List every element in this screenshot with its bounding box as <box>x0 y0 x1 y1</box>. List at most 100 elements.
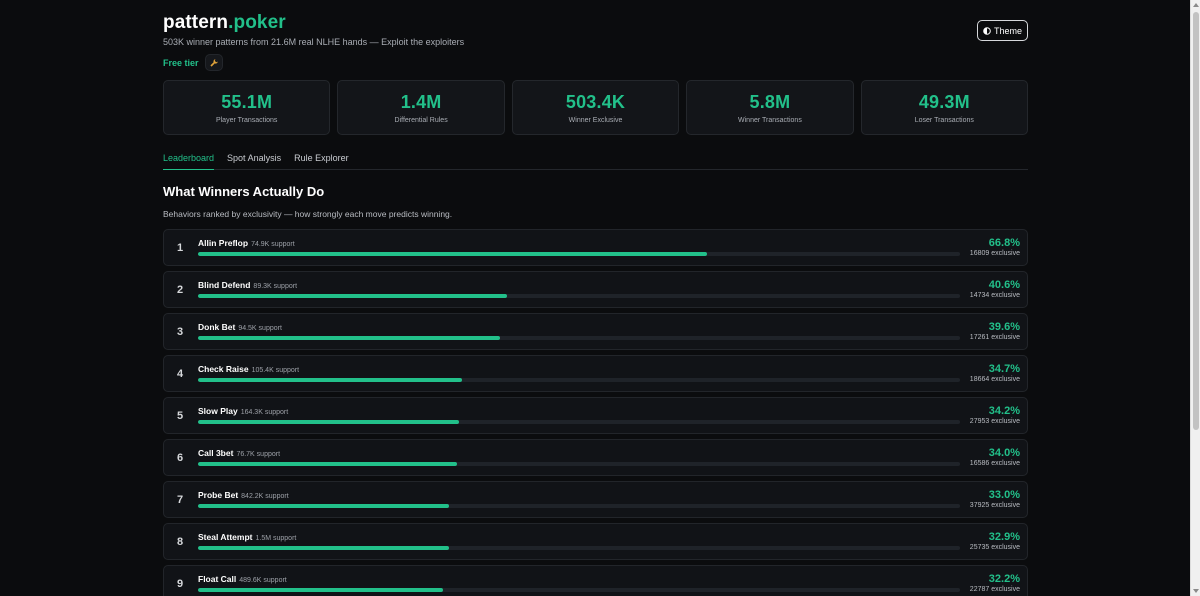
behavior-label: Slow Play <box>198 406 238 416</box>
rank-number: 9 <box>177 578 184 590</box>
support-count: 94.5K support <box>238 325 282 332</box>
tier-badge: Free tier <box>163 54 223 71</box>
rank-number: 4 <box>177 368 184 380</box>
behavior-name: Check Raise 105.4K support <box>198 364 299 374</box>
stat-label: Differential Rules <box>394 116 448 124</box>
tagline: 503K winner patterns from 21.6M real NLH… <box>163 37 465 47</box>
exclusivity-percent: 34.7% <box>988 363 1020 375</box>
exclusive-count: 14734 exclusive <box>969 292 1020 299</box>
support-count: 105.4K support <box>251 367 300 374</box>
exclusivity-percent: 40.6% <box>988 279 1020 291</box>
behavior-label: Allin Preflop <box>198 238 249 248</box>
half-circle-icon <box>983 26 991 35</box>
exclusivity-bar <box>198 546 960 550</box>
exclusivity-bar-fill <box>198 588 444 592</box>
rank-number: 1 <box>177 242 184 254</box>
leaderboard-row[interactable]: 6 Call 3bet 76.7K support 34.0% 16586 exc… <box>163 439 1028 476</box>
leaderboard-row[interactable]: 1 Allin Preflop 74.9K support 66.8% 16809… <box>163 229 1028 266</box>
exclusive-count: 16586 exclusive <box>969 460 1020 467</box>
stat-card-winner-exclusive: 503.4K Winner Exclusive <box>511 80 680 135</box>
support-count: 164.3K support <box>240 409 289 416</box>
tier-label: Free tier <box>163 57 199 68</box>
stat-label: Loser Transactions <box>914 116 974 124</box>
page-scrollbar[interactable] <box>1190 0 1200 596</box>
rank-number: 6 <box>177 452 184 464</box>
behavior-name: Slow Play 164.3K support <box>198 406 288 416</box>
tab-bar: Leaderboard Spot Analysis Rule Explorer <box>163 150 1028 170</box>
exclusivity-bar-fill <box>198 420 459 424</box>
behavior-name: Blind Defend 89.3K support <box>198 280 297 290</box>
exclusivity-bar-fill <box>198 462 458 466</box>
section-subtitle: Behaviors ranked by exclusivity — how st… <box>163 209 453 219</box>
stat-card-player-transactions: 55.1M Player Transactions <box>163 80 331 135</box>
leaderboard-row[interactable]: 9 Float Call 489.6K support 32.2% 22787 e… <box>163 565 1028 596</box>
rank-number: 8 <box>177 536 184 548</box>
exclusivity-percent: 32.9% <box>988 531 1020 543</box>
behavior-label: Check Raise <box>198 364 249 374</box>
brand-logo[interactable]: pattern.poker <box>163 12 286 34</box>
exclusivity-bar <box>198 504 960 508</box>
behavior-label: Call 3bet <box>198 448 234 458</box>
stat-card-loser-transactions: 49.3M Loser Transactions <box>860 80 1029 135</box>
brand-accent: .poker <box>228 12 286 33</box>
behavior-name: Probe Bet 842.2K support <box>198 490 289 500</box>
theme-toggle-button[interactable]: Theme <box>977 20 1028 41</box>
stat-card-differential-rules: 1.4M Differential Rules <box>337 80 505 135</box>
exclusivity-bar <box>198 294 960 298</box>
leaderboard-row[interactable]: 2 Blind Defend 89.3K support 40.6% 14734 … <box>163 271 1028 308</box>
exclusivity-percent: 33.0% <box>988 489 1020 501</box>
behavior-name: Allin Preflop 74.9K support <box>198 238 295 248</box>
rank-number: 3 <box>177 326 184 338</box>
exclusivity-bar-fill <box>198 294 508 298</box>
exclusive-count: 18664 exclusive <box>969 376 1020 383</box>
behavior-name: Steal Attempt 1.5M support <box>198 532 296 542</box>
exclusivity-bar <box>198 378 960 382</box>
exclusivity-bar-fill <box>198 252 708 256</box>
rank-number: 7 <box>177 494 184 506</box>
exclusivity-bar <box>198 420 960 424</box>
exclusive-count: 25735 exclusive <box>969 544 1020 551</box>
exclusivity-bar <box>198 252 960 256</box>
stat-value: 5.8M <box>749 91 791 112</box>
support-count: 489.6K support <box>239 577 287 584</box>
theme-label: Theme <box>993 25 1022 36</box>
exclusivity-percent: 66.8% <box>988 237 1020 249</box>
tab-rule-explorer[interactable]: Rule Explorer <box>294 153 349 163</box>
exclusivity-bar-fill <box>198 546 449 550</box>
exclusivity-percent: 39.6% <box>988 321 1020 333</box>
scroll-up-arrow-icon[interactable] <box>1193 3 1199 7</box>
behavior-label: Donk Bet <box>198 322 236 332</box>
exclusivity-percent: 34.0% <box>988 447 1020 459</box>
scroll-thumb[interactable] <box>1193 12 1199 430</box>
exclusive-count: 27953 exclusive <box>969 418 1020 425</box>
exclusivity-bar <box>198 588 960 592</box>
tab-leaderboard[interactable]: Leaderboard <box>163 150 215 170</box>
stat-value: 49.3M <box>918 91 970 112</box>
exclusive-count: 22787 exclusive <box>969 586 1020 593</box>
exclusivity-bar <box>198 462 960 466</box>
stat-value: 503.4K <box>565 91 626 112</box>
exclusive-count: 16809 exclusive <box>969 250 1020 257</box>
behavior-name: Float Call 489.6K support <box>198 574 287 584</box>
leaderboard-row[interactable]: 4 Check Raise 105.4K support 34.7% 18664 … <box>163 355 1028 392</box>
exclusive-count: 17261 exclusive <box>969 334 1020 341</box>
stat-label: Winner Transactions <box>738 116 802 124</box>
behavior-label: Float Call <box>198 574 237 584</box>
exclusivity-percent: 32.2% <box>988 573 1020 585</box>
leaderboard-row[interactable]: 7 Probe Bet 842.2K support 33.0% 37925 ex… <box>163 481 1028 518</box>
leaderboard-row[interactable]: 5 Slow Play 164.3K support 34.2% 27953 ex… <box>163 397 1028 434</box>
brand-name: pattern <box>163 12 229 33</box>
wrench-icon[interactable] <box>204 54 223 71</box>
exclusivity-bar-fill <box>198 336 500 340</box>
scroll-down-arrow-icon[interactable] <box>1193 589 1199 593</box>
leaderboard-row[interactable]: 8 Steal Attempt 1.5M support 32.9% 25735 … <box>163 523 1028 560</box>
support-count: 76.7K support <box>236 451 281 458</box>
leaderboard-row[interactable]: 3 Donk Bet 94.5K support 39.6% 17261 excl… <box>163 313 1028 350</box>
behavior-label: Steal Attempt <box>198 532 253 542</box>
tab-spot-analysis[interactable]: Spot Analysis <box>227 153 282 163</box>
support-count: 89.3K support <box>253 283 298 290</box>
exclusivity-bar-fill <box>198 504 450 508</box>
rank-number: 5 <box>177 410 184 422</box>
stat-label: Player Transactions <box>215 116 278 124</box>
support-count: 74.9K support <box>251 241 295 248</box>
